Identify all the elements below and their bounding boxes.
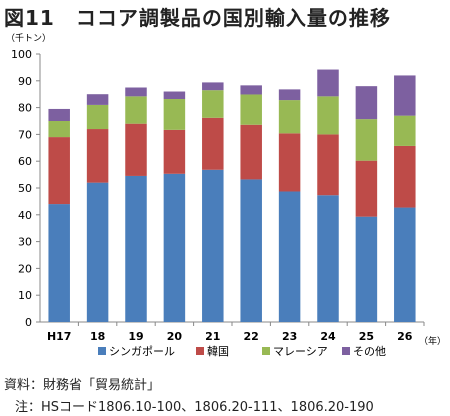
- bar-segment: [394, 115, 416, 146]
- x-tick-label: 24: [320, 330, 336, 343]
- legend-swatch: [196, 347, 204, 355]
- legend-label: その他: [353, 345, 386, 358]
- bar-segment: [317, 195, 339, 322]
- bar-segment: [125, 87, 147, 97]
- bar-segment: [317, 96, 339, 135]
- chart-title: 図11 ココア調製品の国別輸入量の推移: [4, 6, 391, 30]
- legend-label: シンガポール: [109, 345, 175, 358]
- x-tick-label: 20: [167, 330, 183, 343]
- y-tick-label: 50: [18, 182, 32, 195]
- bar-segment: [86, 129, 109, 183]
- x-tick-label: 21: [205, 330, 220, 343]
- bar-segment: [355, 160, 378, 217]
- bar-segment: [202, 82, 224, 91]
- y-tick-label: 70: [18, 128, 32, 141]
- bar-segment: [163, 129, 186, 174]
- bar-segment: [355, 86, 378, 120]
- bar-segment: [355, 119, 378, 161]
- bar-segment: [278, 89, 301, 101]
- bar-segment: [317, 134, 339, 196]
- bar-segment: [317, 69, 339, 97]
- bar-segment: [278, 100, 301, 134]
- y-tick-label: 10: [18, 289, 32, 302]
- bar-segment: [163, 91, 186, 100]
- bar-segment: [202, 90, 224, 118]
- y-tick-label: 30: [18, 236, 32, 249]
- y-tick-label: 100: [11, 48, 32, 61]
- footnote: 注：HSコード1806.10-100、1806.20-111、1806.20-1…: [15, 400, 374, 415]
- bar-segment: [394, 145, 416, 208]
- bar-segment: [125, 96, 147, 124]
- legend-label: 韓国: [207, 345, 229, 358]
- bar-segment: [278, 191, 301, 322]
- bar-segment: [355, 216, 378, 322]
- legend-swatch: [262, 347, 270, 355]
- y-tick-label: 40: [18, 209, 32, 222]
- bar-segment: [48, 108, 70, 121]
- bar-segment: [202, 169, 224, 322]
- bar-segment: [240, 94, 262, 125]
- bar-segment: [394, 207, 416, 322]
- bar-segment: [48, 204, 70, 322]
- bar-segment: [86, 104, 109, 130]
- legend-label: マレーシア: [273, 345, 328, 358]
- source-note: 資料：財務省「貿易統計」: [4, 378, 161, 393]
- x-tick-label: 25: [359, 330, 374, 343]
- y-tick-label: 80: [18, 102, 32, 115]
- bar-segment: [86, 182, 109, 322]
- bar-segment: [240, 85, 262, 95]
- bar-segment: [125, 175, 147, 322]
- x-tick-label: 19: [128, 330, 143, 343]
- x-tick-label: 22: [244, 330, 259, 343]
- bar-segment: [240, 124, 262, 180]
- x-tick-label: 18: [90, 330, 105, 343]
- y-tick-label: 20: [18, 262, 32, 275]
- bar-segment: [278, 133, 301, 192]
- bar-segment: [125, 123, 147, 176]
- bar-segment: [240, 179, 262, 322]
- bar-segment: [48, 137, 70, 205]
- y-axis-label: （千トン）: [6, 33, 51, 44]
- legend-swatch: [342, 347, 350, 355]
- bar-segment: [394, 75, 416, 116]
- legend-swatch: [98, 347, 106, 355]
- x-tick-label: 26: [397, 330, 413, 343]
- bar-segment: [48, 121, 70, 138]
- x-tick-label: 23: [282, 330, 297, 343]
- y-tick-label: 0: [25, 316, 32, 329]
- bar-segment: [86, 94, 109, 105]
- bar-segment: [202, 117, 224, 170]
- bar-segment: [163, 99, 186, 130]
- bar-segment: [163, 173, 186, 322]
- x-axis-label: （年）: [419, 335, 446, 347]
- y-tick-label: 60: [18, 155, 32, 168]
- x-tick-label: H17: [47, 330, 72, 343]
- y-tick-label: 90: [18, 75, 32, 88]
